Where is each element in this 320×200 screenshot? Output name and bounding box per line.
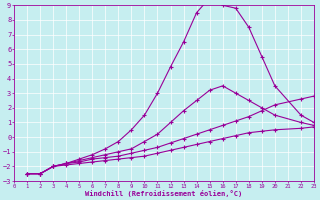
X-axis label: Windchill (Refroidissement éolien,°C): Windchill (Refroidissement éolien,°C) — [85, 190, 243, 197]
